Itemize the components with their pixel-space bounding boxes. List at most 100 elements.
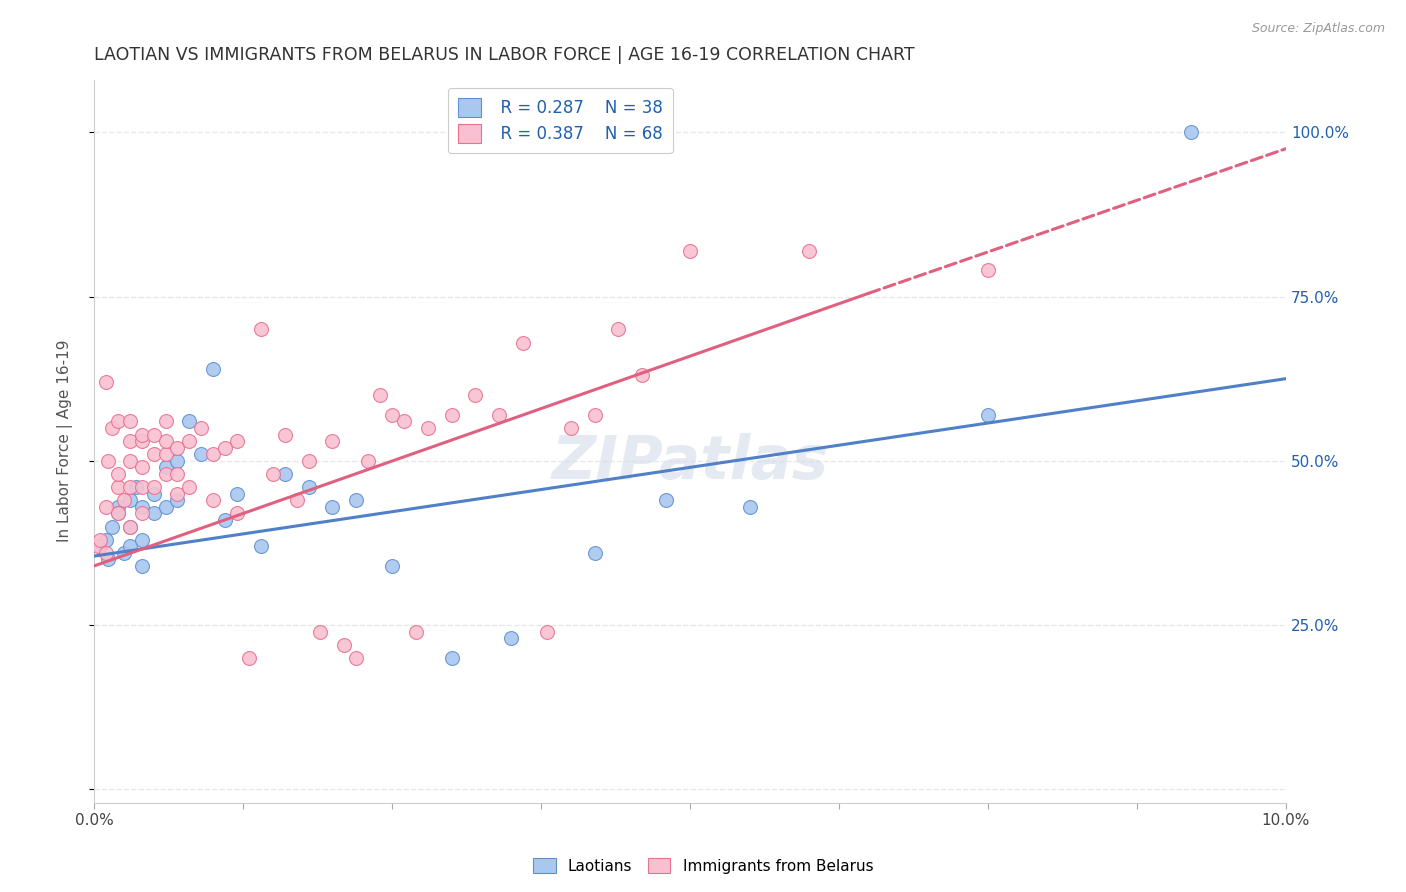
Point — [155, 434, 177, 448]
Point — [344, 651, 367, 665]
Point — [118, 519, 141, 533]
Point — [94, 533, 117, 547]
Point — [440, 651, 463, 665]
Point — [166, 441, 188, 455]
Point — [631, 368, 654, 383]
Point — [118, 480, 141, 494]
Point — [166, 467, 188, 481]
Point — [977, 263, 1000, 277]
Point — [1180, 125, 1202, 139]
Point — [190, 447, 212, 461]
Point — [107, 414, 129, 428]
Text: ZIPatlas: ZIPatlas — [551, 434, 828, 492]
Point — [321, 434, 343, 448]
Point — [125, 480, 148, 494]
Text: LAOTIAN VS IMMIGRANTS FROM BELARUS IN LABOR FORCE | AGE 16-19 CORRELATION CHART: LAOTIAN VS IMMIGRANTS FROM BELARUS IN LA… — [94, 46, 915, 64]
Point — [274, 467, 297, 481]
Point — [368, 388, 391, 402]
Point — [226, 434, 249, 448]
Point — [107, 500, 129, 514]
Point — [226, 486, 249, 500]
Point — [118, 434, 141, 448]
Point — [155, 414, 177, 428]
Point — [118, 493, 141, 508]
Point — [655, 493, 678, 508]
Point — [94, 500, 117, 514]
Point — [190, 421, 212, 435]
Point — [583, 408, 606, 422]
Point — [214, 513, 236, 527]
Point — [142, 507, 165, 521]
Point — [274, 427, 297, 442]
Point — [112, 493, 135, 508]
Point — [333, 638, 356, 652]
Point — [94, 375, 117, 389]
Point — [583, 546, 606, 560]
Point — [392, 414, 415, 428]
Point — [179, 480, 201, 494]
Point — [131, 558, 153, 573]
Point — [131, 460, 153, 475]
Point — [309, 624, 332, 639]
Point — [112, 546, 135, 560]
Point — [488, 408, 510, 422]
Point — [97, 552, 120, 566]
Text: Source: ZipAtlas.com: Source: ZipAtlas.com — [1251, 22, 1385, 36]
Point — [155, 447, 177, 461]
Point — [321, 500, 343, 514]
Point — [142, 486, 165, 500]
Point — [179, 434, 201, 448]
Point — [297, 480, 319, 494]
Point — [344, 493, 367, 508]
Y-axis label: In Labor Force | Age 16-19: In Labor Force | Age 16-19 — [58, 340, 73, 542]
Point — [607, 322, 630, 336]
Point — [101, 519, 124, 533]
Point — [155, 467, 177, 481]
Legend: Laotians, Immigrants from Belarus: Laotians, Immigrants from Belarus — [527, 852, 879, 880]
Point — [536, 624, 558, 639]
Point — [202, 493, 225, 508]
Point — [131, 500, 153, 514]
Point — [262, 467, 284, 481]
Point — [142, 447, 165, 461]
Point — [202, 361, 225, 376]
Point — [416, 421, 439, 435]
Point — [118, 414, 141, 428]
Point — [977, 408, 1000, 422]
Point — [131, 507, 153, 521]
Point — [250, 322, 273, 336]
Point — [679, 244, 702, 258]
Point — [226, 507, 249, 521]
Point — [86, 539, 108, 553]
Point — [107, 507, 129, 521]
Point — [381, 408, 404, 422]
Point — [512, 335, 534, 350]
Point — [107, 467, 129, 481]
Point — [118, 519, 141, 533]
Point — [118, 539, 141, 553]
Point — [464, 388, 486, 402]
Point — [118, 454, 141, 468]
Point — [297, 454, 319, 468]
Point — [381, 558, 404, 573]
Point — [214, 441, 236, 455]
Point — [89, 539, 111, 553]
Point — [107, 507, 129, 521]
Point — [440, 408, 463, 422]
Point — [155, 460, 177, 475]
Point — [131, 480, 153, 494]
Point — [202, 447, 225, 461]
Point — [179, 414, 201, 428]
Point — [166, 493, 188, 508]
Point — [405, 624, 427, 639]
Point — [89, 533, 111, 547]
Point — [97, 454, 120, 468]
Legend:   R = 0.287    N = 38,   R = 0.387    N = 68: R = 0.287 N = 38, R = 0.387 N = 68 — [449, 88, 672, 153]
Point — [501, 632, 523, 646]
Point — [285, 493, 308, 508]
Point — [101, 421, 124, 435]
Point — [250, 539, 273, 553]
Point — [166, 486, 188, 500]
Point — [238, 651, 260, 665]
Point — [799, 244, 821, 258]
